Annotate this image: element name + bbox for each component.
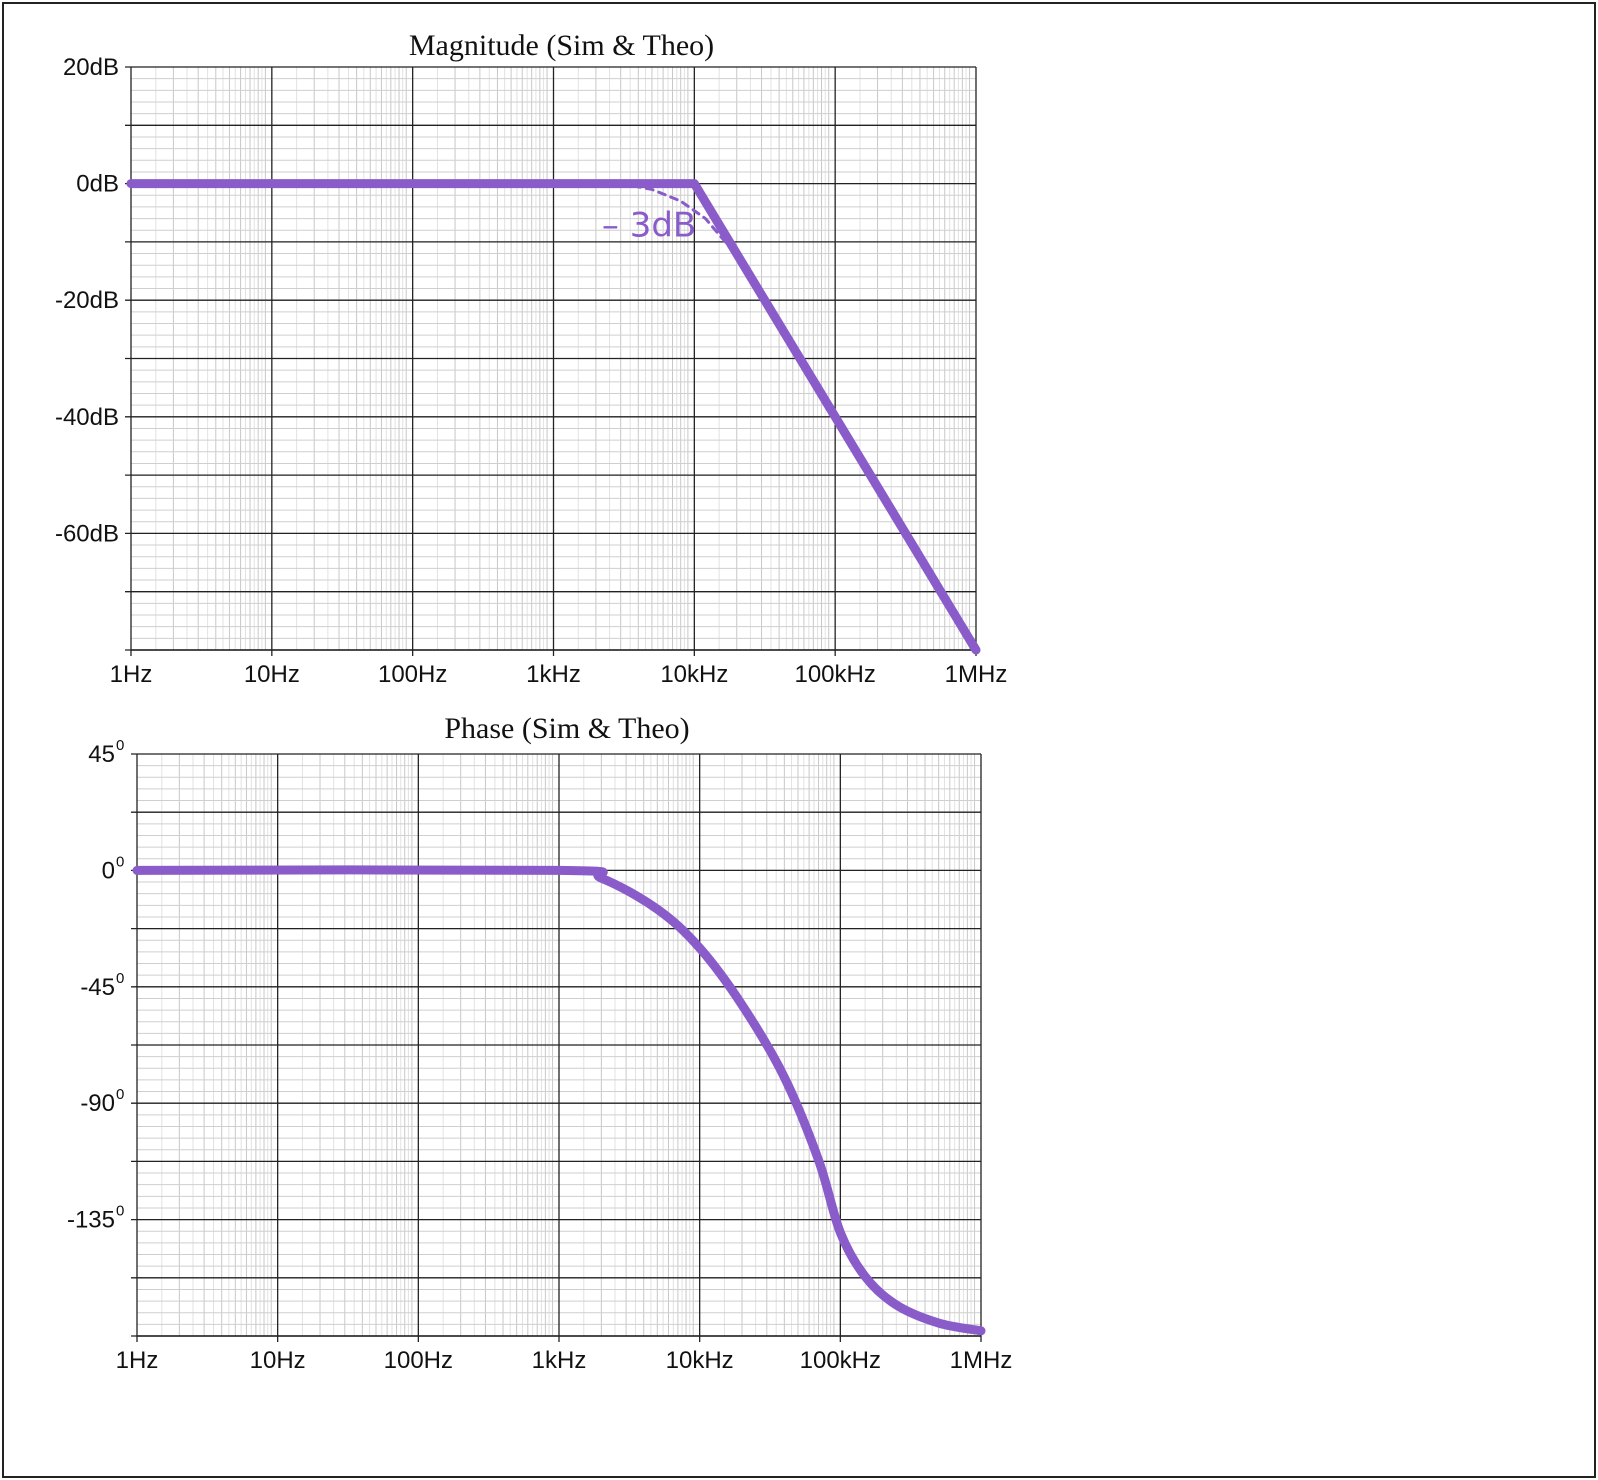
response-line (132, 865, 986, 1336)
x-tick-label: 1kHz (526, 661, 581, 688)
x-tick-label: 10kHz (660, 661, 728, 688)
x-tick-label: 10Hz (244, 661, 300, 688)
y-tick-label-superscript: 0 (116, 1086, 124, 1103)
y-tick-label: -60dB (55, 520, 119, 547)
panel-phase: Phase (Sim & Theo) 1Hz 10Hz 100Hz 1kHz 10kHz 1… (67, 712, 1012, 1374)
y-tick-label-superscript: 0 (116, 853, 124, 870)
asymptote-approx-dashed-line (619, 182, 732, 250)
chart-title: Phase (Sim & Theo) (444, 712, 689, 745)
x-tick-label: 100Hz (384, 1347, 453, 1374)
x-tick-label: 1Hz (116, 1347, 159, 1374)
y-tick-label: -135 (67, 1207, 115, 1234)
x-tick-label: 1MHz (950, 1347, 1013, 1374)
x-tick-label: 1MHz (945, 661, 1008, 688)
y-tick-label-superscript: 0 (116, 737, 124, 754)
x-tick-label: 10Hz (250, 1347, 306, 1374)
y-tick-label-superscript: 0 (116, 970, 124, 987)
y-tick-label: 0dB (76, 171, 119, 198)
x-tick-label: 100Hz (378, 661, 447, 688)
panel-magnitude: Magnitude (Sim & Theo) 1Hz 10Hz 100Hz 1kHz 10… (55, 29, 1007, 688)
grid (125, 66, 977, 656)
y-tick-label-superscript: 0 (116, 1203, 124, 1220)
y-tick-label: -40dB (55, 404, 119, 431)
chart-title: Magnitude (Sim & Theo) (409, 29, 714, 62)
annotation-label: – 3dB (602, 205, 696, 245)
y-tick-label: 0 (102, 857, 115, 884)
y-tick-label: -20dB (55, 287, 119, 314)
y-tick-label: 45 (88, 741, 115, 768)
x-tick-label: 1Hz (110, 661, 153, 688)
y-tick-label: 20dB (63, 54, 119, 81)
x-tick-label: 10kHz (666, 1347, 734, 1374)
y-tick-label: -90 (80, 1090, 115, 1117)
grid (131, 753, 982, 1342)
response-line (126, 179, 981, 655)
x-tick-label: 1kHz (532, 1347, 587, 1374)
x-tick-label: 100kHz (800, 1347, 881, 1374)
y-tick-label: -45 (80, 974, 115, 1001)
x-tick-label: 100kHz (794, 661, 875, 688)
